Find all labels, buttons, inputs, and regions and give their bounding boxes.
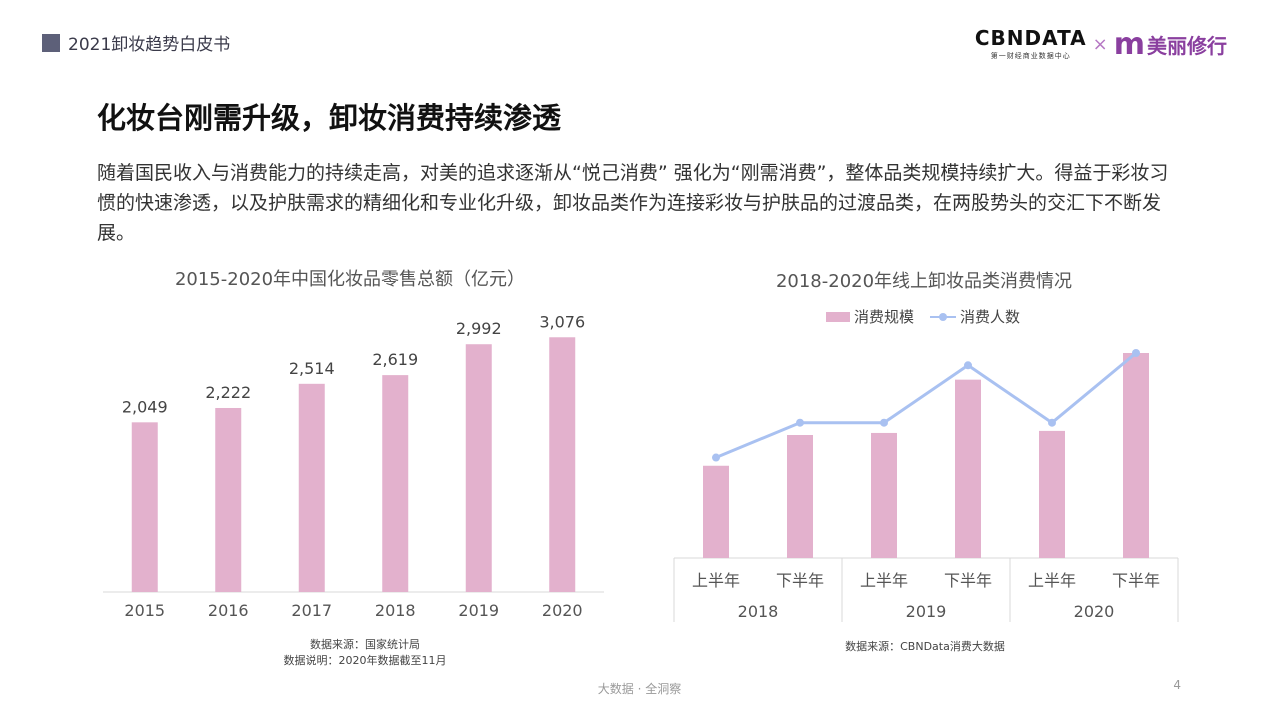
chart-1-data-label: 2,514 <box>289 359 335 378</box>
chart-2-tick-label: 下半年 <box>776 571 824 590</box>
page-number: 4 <box>1173 678 1181 692</box>
legend-label-spend: 消费规模 <box>854 308 915 326</box>
cbndata-logo: CBNDATA 第一财经商业数据中心 <box>975 28 1087 61</box>
chart-1-data-label: 3,076 <box>539 312 585 331</box>
chart-1-bar <box>549 337 576 592</box>
chart-1-tick-label: 2016 <box>208 601 249 620</box>
chart-2-line-users <box>715 351 1137 459</box>
chart-2-bar <box>787 435 813 558</box>
report-tag: 2021卸妆趋势白皮书 <box>42 30 230 55</box>
chart-1-data-label: 2,049 <box>122 397 168 416</box>
chart-2-bar <box>703 465 729 558</box>
chart-2-tick-label: 下半年 <box>1112 571 1160 590</box>
logo-area: CBNDATA 第一财经商业数据中心 × m 美丽修行 <box>975 28 1227 61</box>
cbndata-logo-text: CBNDATA <box>974 26 1087 50</box>
page-title: 化妆台刚需升级，卸妆消费持续渗透 <box>97 101 562 135</box>
chart-2-title: 2018-2020年线上卸妆品类消费情况 <box>775 271 1073 292</box>
chart-2-line-point <box>880 418 888 427</box>
chart-2-tick-label: 上半年 <box>860 571 908 590</box>
chart-2-line-point <box>1132 349 1140 357</box>
partner-logo: m 美丽修行 <box>1113 26 1227 62</box>
chart-1-tick-label: 2015 <box>124 601 165 620</box>
chart-1-source-line-1: 数据来源：国家统计局 <box>310 638 420 651</box>
footer-tagline: 大数据 · 全洞察 <box>597 682 682 696</box>
legend-swatch-bar <box>826 311 850 322</box>
intro-paragraph: 随着国民收入与消费能力的持续走高，对美的追求逐渐从“悦己消费” 强化为“刚需消费… <box>97 162 1169 244</box>
chart-1-bar <box>131 422 158 592</box>
chart-2-tick-label: 上半年 <box>1028 571 1076 590</box>
chart-2-tick-label: 上半年 <box>692 571 740 590</box>
chart-2-source: 数据来源：CBNData消费大数据 <box>760 639 1090 655</box>
chart-2-line-point <box>712 453 720 462</box>
chart-2-source-line-1: 数据来源：CBNData消费大数据 <box>845 640 1005 653</box>
report-tag-square <box>42 33 60 52</box>
legend-label-users: 消费人数 <box>960 308 1021 326</box>
chart-1-tick-label: 2017 <box>291 601 332 620</box>
report-name: 2021卸妆趋势白皮书 <box>68 35 231 55</box>
logo-cross: × <box>1092 34 1108 55</box>
chart-2-tick-label: 下半年 <box>944 571 992 590</box>
legend-swatch-line <box>930 311 957 323</box>
chart-1-bar <box>298 383 325 592</box>
chart-2-group-label: 2019 <box>906 602 947 621</box>
partner-logo-name: 美丽修行 <box>1147 34 1227 58</box>
chart-2-line-point <box>1048 418 1056 427</box>
chart-1-bar <box>215 407 242 592</box>
chart-1-source-line-2: 数据说明：2020年数据截至11月 <box>283 654 447 667</box>
chart-1-bar <box>382 375 409 592</box>
chart-1-data-label: 2,619 <box>372 350 418 369</box>
chart-2-group-label: 2018 <box>738 602 779 621</box>
chart-1-data-label: 2,222 <box>205 383 251 402</box>
chart-2-group-label: 2020 <box>1074 602 1115 621</box>
chart-1-title: 2015-2020年中国化妆品零售总额（亿元） <box>174 269 526 290</box>
chart-1-data-label: 2,992 <box>456 319 502 338</box>
chart-1-bar <box>465 344 492 592</box>
chart-2-bar <box>1039 430 1065 558</box>
chart-2-bar <box>871 432 897 558</box>
chart-2-line-point <box>796 418 804 427</box>
chart-2-bar <box>1123 353 1149 558</box>
chart-1-tick-label: 2020 <box>542 601 583 620</box>
cbndata-logo-subtext: 第一财经商业数据中心 <box>990 52 1071 60</box>
chart-1-tick-label: 2018 <box>375 601 416 620</box>
partner-logo-mark: m <box>1113 26 1145 62</box>
chart-2-legend: 消费规模 消费人数 <box>826 306 1020 327</box>
chart-1-source: 数据来源：国家统计局 数据说明：2020年数据截至11月 <box>200 637 530 669</box>
chart-2-line-point <box>964 361 972 370</box>
chart-2-bar <box>955 379 981 558</box>
chart-1-tick-label: 2019 <box>458 601 499 620</box>
